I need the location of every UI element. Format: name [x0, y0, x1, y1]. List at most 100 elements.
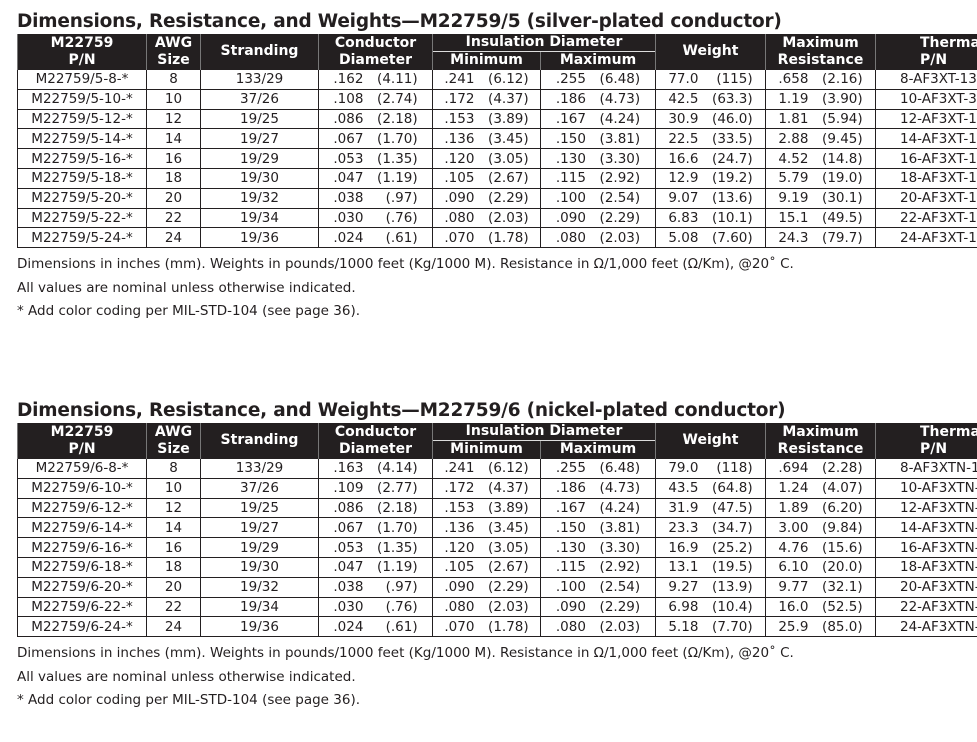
thermal-pn-cell: 16-AF3XT-19: [875, 148, 977, 169]
stranding-cell: 19/27: [200, 517, 319, 539]
column-header: Minimum: [432, 440, 541, 459]
part-number-cell: M22759/5-14-*: [17, 128, 147, 150]
column-header: Minimum: [432, 51, 541, 70]
column-header: ThermalP/N: [875, 423, 977, 459]
stranding-cell: 19/27: [200, 128, 319, 150]
note-line: * Add color coding per MIL-STD-104 (see …: [17, 692, 361, 709]
table-row: M22759/6-16-* 16 19/29 .053 (1.35) .120 (…: [17, 537, 977, 558]
table-notes: Dimensions in inches (mm). Weights in po…: [17, 253, 977, 324]
value-cell: .172 (4.37): [432, 88, 541, 110]
value-cell: 1.19 (3.90): [765, 88, 876, 110]
value-cell: .115 (2.92): [540, 556, 656, 578]
value-cell: 6.98 (10.4): [655, 596, 766, 618]
value-cell: .108 (2.74): [318, 88, 433, 110]
part-number-cell: M22759/5-18-*: [17, 167, 147, 189]
value-cell: .186 (4.73): [540, 88, 656, 110]
thermal-pn-cell: 12-AF3XTN-1: [875, 497, 977, 519]
value-cell: 9.27 (13.9): [655, 576, 766, 598]
value-cell: .090 (2.29): [540, 596, 656, 618]
table-title: Dimensions, Resistance, and Weights—M227…: [17, 400, 786, 421]
stranding-cell: 37/26: [200, 88, 319, 110]
value-cell: .163 (4.14): [318, 458, 433, 479]
part-number-cell: M22759/5-20-*: [17, 187, 147, 209]
value-cell: .120 (3.05): [432, 537, 541, 558]
part-number-cell: M22759/5-8-*: [17, 69, 147, 90]
column-header: Maximum Resistance: [765, 423, 876, 459]
stranding-cell: 19/30: [200, 167, 319, 189]
awg-cell: 24: [146, 616, 201, 638]
part-number-cell: M22759/6-22-*: [17, 596, 147, 618]
value-cell: 5.79 (19.0): [765, 167, 876, 189]
thermal-pn-cell: 14-AF3XT-19: [875, 128, 977, 150]
value-cell: .150 (3.81): [540, 128, 656, 150]
value-cell: .086 (2.18): [318, 497, 433, 519]
value-cell: 6.10 (20.0): [765, 556, 876, 578]
awg-cell: 20: [146, 576, 201, 598]
awg-cell: 8: [146, 458, 201, 479]
value-cell: 4.52 (14.8): [765, 148, 876, 169]
value-cell: .080 (2.03): [540, 616, 656, 638]
column-header: M22759 P/N: [17, 34, 147, 70]
awg-cell: 22: [146, 596, 201, 618]
value-cell: 15.1 (49.5): [765, 207, 876, 229]
note-line: All values are nominal unless otherwise …: [17, 279, 356, 296]
column-header: AWG Size: [146, 34, 201, 70]
spec-table: M22759 P/N AWG Size Stranding Conductor Diamet…: [17, 423, 977, 638]
value-cell: 43.5 (64.8): [655, 477, 766, 499]
value-cell: .658 (2.16): [765, 69, 876, 90]
thermal-pn-cell: 20-AF3XTN-1: [875, 576, 977, 598]
value-cell: .150 (3.81): [540, 517, 656, 539]
value-cell: 5.08 (7.60): [655, 227, 766, 249]
stranding-cell: 19/25: [200, 497, 319, 519]
awg-cell: 12: [146, 497, 201, 519]
value-cell: .153 (3.89): [432, 108, 541, 130]
table-row: M22759/6-8-* 8 133/29 .163 (4.14) .241 (6…: [17, 458, 977, 479]
note-line: Dimensions in inches (mm). Weights in po…: [17, 645, 794, 662]
value-cell: .105 (2.67): [432, 167, 541, 189]
part-number-cell: M22759/5-22-*: [17, 207, 147, 229]
value-cell: .167 (4.24): [540, 497, 656, 519]
table-row: M22759/5-22-* 22 19/34 .030 (.76) .080 (2…: [17, 207, 977, 229]
table-row: M22759/5-8-* 8 133/29 .162 (4.11) .241 (6…: [17, 69, 977, 90]
column-header: Insulation Diameter: [432, 423, 656, 441]
value-cell: .047 (1.19): [318, 167, 433, 189]
part-number-cell: M22759/6-14-*: [17, 517, 147, 539]
value-cell: 25.9 (85.0): [765, 616, 876, 638]
value-cell: .090 (2.29): [432, 187, 541, 209]
value-cell: .167 (4.24): [540, 108, 656, 130]
column-header: Maximum: [540, 51, 656, 70]
part-number-cell: M22759/5-24-*: [17, 227, 147, 249]
value-cell: .115 (2.92): [540, 167, 656, 189]
value-cell: 77.0 (115): [655, 69, 766, 90]
part-number-cell: M22759/6-12-*: [17, 497, 147, 519]
part-number-cell: M22759/5-16-*: [17, 148, 147, 169]
value-cell: .080 (2.03): [540, 227, 656, 249]
stranding-cell: 19/25: [200, 108, 319, 130]
stranding-cell: 19/30: [200, 556, 319, 578]
value-cell: .255 (6.48): [540, 69, 656, 90]
thermal-pn-cell: 18-AF3XT-19: [875, 167, 977, 189]
value-cell: 13.1 (19.5): [655, 556, 766, 578]
column-header: Stranding: [200, 34, 319, 70]
thermal-pn-cell: 8-AF3XT-13: [875, 69, 977, 90]
thermal-pn-cell: 10-AF3XTN-3: [875, 477, 977, 499]
column-header: Weight: [655, 423, 766, 459]
awg-cell: 14: [146, 517, 201, 539]
table-row: M22759/6-18-* 18 19/30 .047 (1.19) .105 (…: [17, 556, 977, 578]
value-cell: 42.5 (63.3): [655, 88, 766, 110]
value-cell: .130 (3.30): [540, 537, 656, 558]
value-cell: .100 (2.54): [540, 576, 656, 598]
value-cell: .053 (1.35): [318, 537, 433, 558]
value-cell: 2.88 (9.45): [765, 128, 876, 150]
stranding-cell: 19/36: [200, 616, 319, 638]
value-cell: 1.89 (6.20): [765, 497, 876, 519]
part-number-cell: M22759/6-24-*: [17, 616, 147, 638]
thermal-pn-cell: 24-AF3XTN-1: [875, 616, 977, 638]
value-cell: 12.9 (19.2): [655, 167, 766, 189]
stranding-cell: 19/34: [200, 207, 319, 229]
stranding-cell: 133/29: [200, 458, 319, 479]
note-line: * Add color coding per MIL-STD-104 (see …: [17, 303, 361, 320]
value-cell: .186 (4.73): [540, 477, 656, 499]
value-cell: .162 (4.11): [318, 69, 433, 90]
value-cell: .136 (3.45): [432, 128, 541, 150]
